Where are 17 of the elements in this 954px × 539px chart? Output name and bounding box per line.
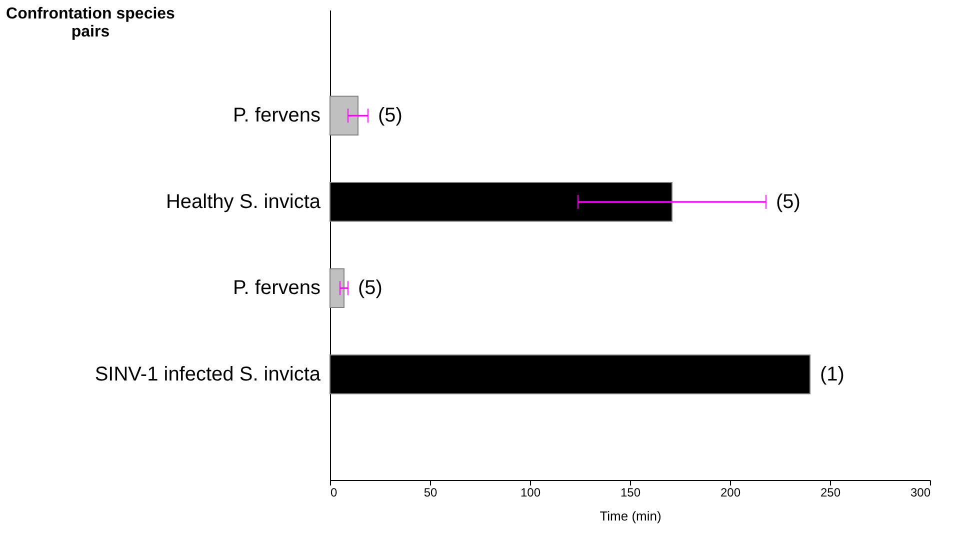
y-axis-title: Confrontation species pairs	[6, 6, 176, 40]
x-axis-title: Time (min)	[600, 508, 662, 524]
x-tick-label: 0	[330, 486, 338, 500]
y-tick-label: P. fervens	[233, 277, 320, 300]
y-tick-label: Healthy S. invicta	[166, 190, 322, 213]
x-tick-label: 100	[520, 486, 541, 500]
y-tick-label: SINV-1 infected S. invicta	[94, 363, 322, 386]
y-tick-label: P. fervens	[233, 104, 320, 127]
annotation: (5)	[358, 277, 382, 300]
x-tick-label: 50	[424, 486, 438, 500]
annotation: (5)	[378, 104, 402, 127]
annotation: (1)	[820, 363, 844, 386]
x-tick-label: 200	[720, 486, 741, 500]
x-tick-label: 250	[820, 486, 841, 500]
annotation: (5)	[776, 190, 800, 213]
x-tick-label: 150	[620, 486, 641, 500]
x-tick-label: 300	[910, 486, 931, 500]
